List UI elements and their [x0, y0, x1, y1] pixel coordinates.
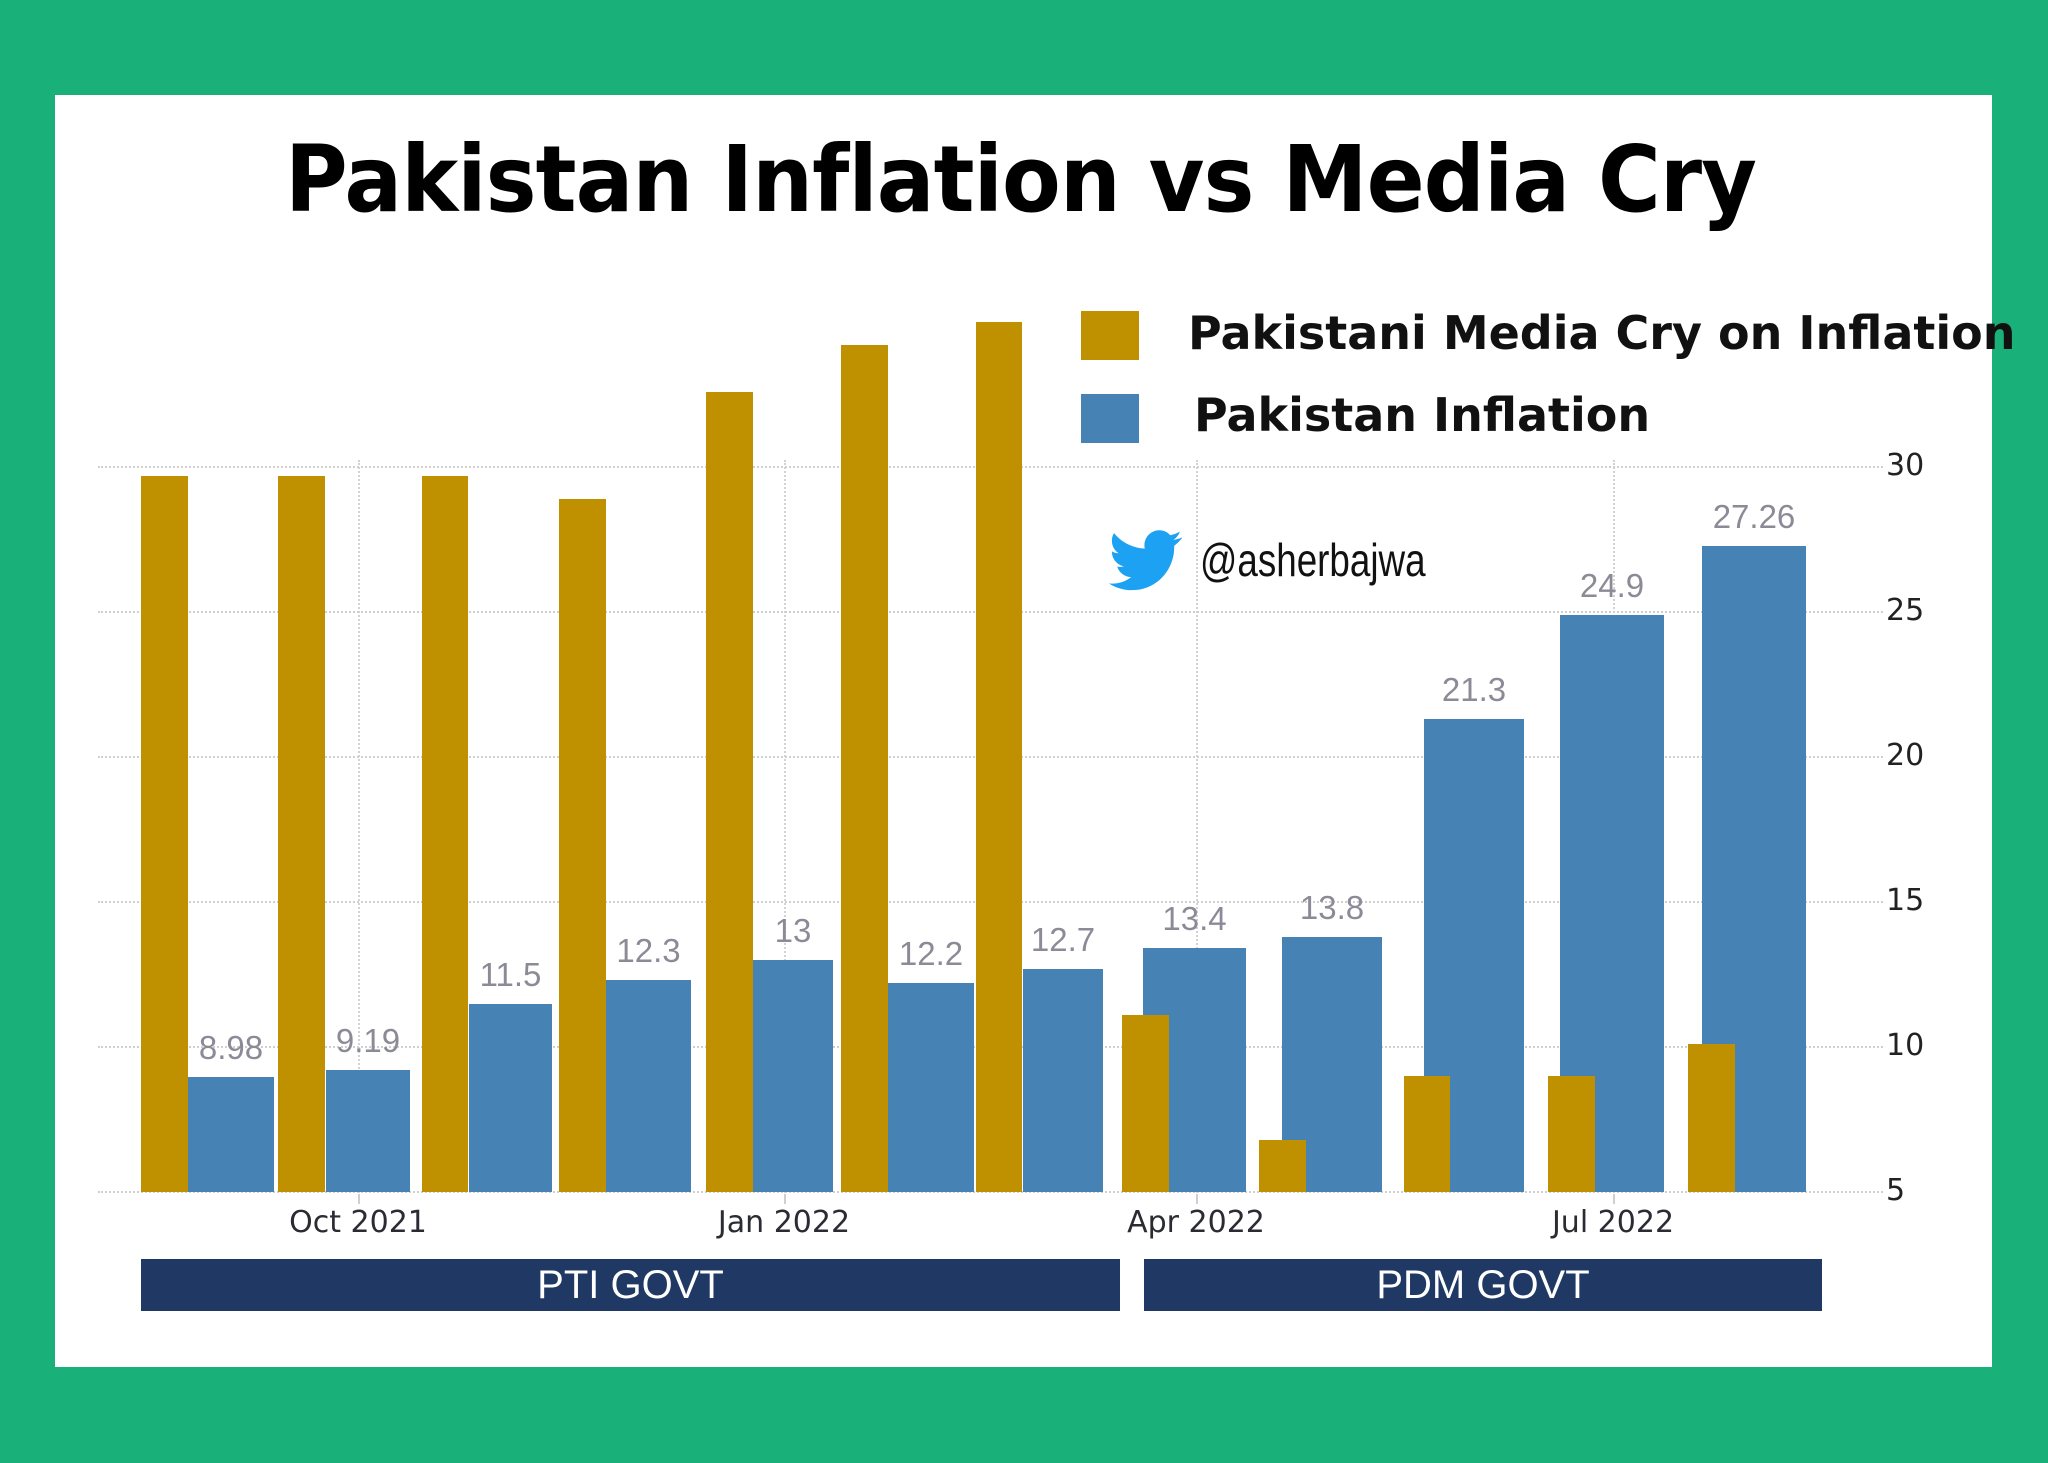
- legend-label-media-cry: Pakistani Media Cry on Inflation: [1188, 306, 2016, 360]
- inflation-bar: [606, 980, 691, 1192]
- vertical-gridline: [1196, 460, 1198, 1200]
- inflation-data-label: 13.4: [1162, 900, 1227, 938]
- x-axis-tick-label: Jan 2022: [717, 1205, 851, 1240]
- media-cry-bar: [1259, 1139, 1306, 1192]
- media-cry-bar: [706, 391, 753, 1192]
- inflation-bar: [888, 983, 974, 1192]
- inflation-data-label: 27.26: [1712, 498, 1796, 536]
- inflation-bar: [469, 1003, 552, 1192]
- legend-swatch-media-cry: [1081, 311, 1139, 360]
- y-axis-tick-label: 25: [1886, 593, 1925, 628]
- inflation-bar: [188, 1076, 274, 1192]
- media-cry-bar: [422, 475, 468, 1192]
- legend-label-inflation: Pakistan Inflation: [1194, 388, 1651, 442]
- inflation-data-label: 9.19: [335, 1022, 401, 1060]
- x-axis-tick-label: Jul 2022: [1551, 1205, 1675, 1240]
- inflation-data-label: 13.8: [1299, 888, 1365, 926]
- inflation-bar: [753, 960, 833, 1192]
- y-axis-tick-label: 15: [1886, 883, 1925, 918]
- inflation-data-label: 21.3: [1441, 671, 1507, 709]
- inflation-data-label: 12.2: [898, 935, 964, 973]
- y-axis-tick-label: 5: [1886, 1173, 1906, 1208]
- inflation-bar: [1023, 968, 1103, 1192]
- vertical-gridline: [784, 460, 786, 1200]
- x-axis-tick-label: Apr 2022: [1127, 1205, 1265, 1240]
- inflation-data-label: 12.7: [1030, 920, 1096, 958]
- x-axis-tick: [358, 1194, 360, 1204]
- inflation-bar: [326, 1070, 410, 1192]
- x-axis-tick: [1196, 1194, 1198, 1204]
- x-axis-tick: [1613, 1194, 1615, 1204]
- media-cry-bar: [278, 475, 325, 1192]
- media-cry-bar: [841, 345, 888, 1192]
- x-axis-tick-label: Oct 2021: [289, 1205, 427, 1240]
- x-axis-tick: [784, 1194, 786, 1204]
- legend-swatch-inflation: [1081, 394, 1139, 443]
- inflation-data-label: 12.3: [616, 932, 681, 970]
- media-cry-bar: [1688, 1044, 1735, 1192]
- y-axis-tick-label: 10: [1886, 1028, 1925, 1063]
- twitter-bird-icon: [1108, 530, 1182, 591]
- inflation-data-label: 13: [774, 912, 812, 949]
- gridline: [98, 1191, 1883, 1193]
- media-cry-bar: [1122, 1015, 1169, 1192]
- media-cry-bar: [1548, 1076, 1595, 1192]
- inflation-data-label: 11.5: [479, 955, 542, 993]
- media-cry-bar: [1404, 1076, 1450, 1192]
- media-cry-bar: [559, 498, 606, 1192]
- pti-govt-band: PTI GOVT: [141, 1259, 1120, 1311]
- y-axis-tick-label: 30: [1886, 448, 1925, 483]
- twitter-handle: @asherbajwa: [1200, 534, 1426, 586]
- media-cry-bar: [141, 475, 188, 1192]
- y-axis-tick-label: 20: [1886, 738, 1925, 773]
- vertical-gridline: [358, 460, 360, 1200]
- media-cry-bar: [976, 322, 1022, 1192]
- pdm-govt-band: PDM GOVT: [1144, 1259, 1822, 1311]
- inflation-data-label: 24.9: [1579, 566, 1645, 604]
- inflation-data-label: 8.98: [198, 1028, 264, 1066]
- chart-title: Pakistan Inflation vs Media Cry: [284, 126, 1757, 233]
